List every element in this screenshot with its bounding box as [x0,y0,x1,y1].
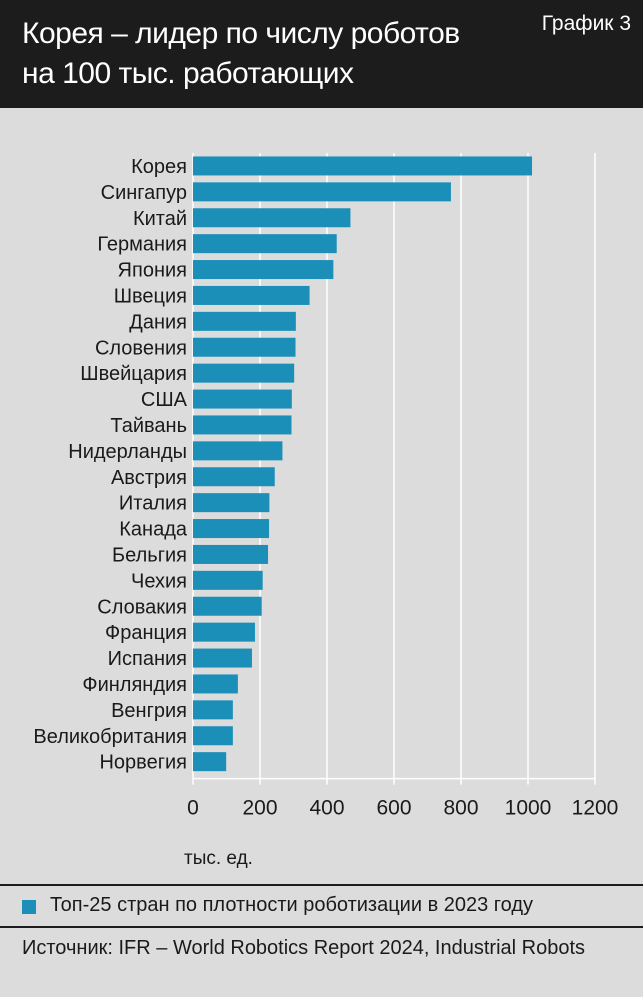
x-tick-label: 600 [376,797,411,820]
bar [193,415,292,435]
chart-title: Корея – лидер по числу роботов на 100 ты… [22,17,460,90]
x-tick-label: 200 [242,797,277,820]
bar [193,648,252,668]
category-label: Словакия [97,596,187,618]
category-label: Великобритания [33,726,187,748]
source-note: Источник: IFR – World Robotics Report 20… [22,937,586,959]
bar [193,337,296,357]
category-label: Франция [105,622,187,644]
bar [193,208,351,228]
category-label: Чехия [131,570,187,592]
category-label: Китай [133,208,187,230]
category-label: Словения [95,337,187,359]
chart-number-badge: График 3 [541,12,631,35]
bar [193,467,275,487]
category-label: Австрия [111,467,187,489]
category-label: Тайвань [110,415,187,437]
bar [193,674,238,694]
category-label: Швейцария [80,363,187,385]
category-label: Швеция [114,285,187,307]
category-label: Венгрия [111,700,187,722]
category-label: Канада [119,519,188,541]
bar [193,596,262,616]
category-label: Германия [97,234,187,256]
x-tick-label: 1000 [505,797,552,820]
x-tick-label: 1200 [572,797,619,820]
legend-label: Топ-25 стран по плотности роботизации в … [50,894,534,916]
x-tick-label: 400 [309,797,344,820]
bar [193,570,263,590]
bar [193,519,270,539]
bar [193,285,310,305]
plot-area: 0 200 400 600 800 1000 1200 Корея Сингапур Китай Г… [0,108,643,883]
bar [193,726,233,746]
bar-chart: 0 200 400 600 800 1000 1200 Корея Сингапур Китай Г… [33,153,619,820]
category-label: Италия [119,493,187,515]
legend-swatch [22,900,36,914]
bar [193,156,533,176]
bar [193,752,227,772]
bar [193,260,334,280]
category-label: Бельгия [112,544,187,566]
header-bar: Корея – лидер по числу роботов на 100 ты… [0,0,643,108]
bar [193,441,283,461]
category-label: Финляндия [82,674,187,696]
bar [193,700,233,720]
bar [193,363,295,383]
bar [193,544,269,564]
x-tick-label: 800 [443,797,478,820]
bar [193,622,255,642]
x-tick-label: 0 [187,797,199,820]
category-label: Сингапур [101,182,187,204]
category-label: Нидерланды [68,441,187,463]
category-label: Япония [118,260,187,282]
category-label: Корея [131,156,187,178]
bar [193,311,296,331]
bar [193,493,270,513]
category-label: США [141,389,188,411]
bar [193,389,292,409]
category-label: Испания [108,648,187,670]
category-label: Норвегия [99,752,187,774]
category-label: Дания [129,311,187,333]
bar [193,182,451,202]
bar [193,234,337,254]
legend: Топ-25 стран по плотности роботизации в … [0,884,643,928]
x-axis-label: тыс. ед. [184,848,253,869]
